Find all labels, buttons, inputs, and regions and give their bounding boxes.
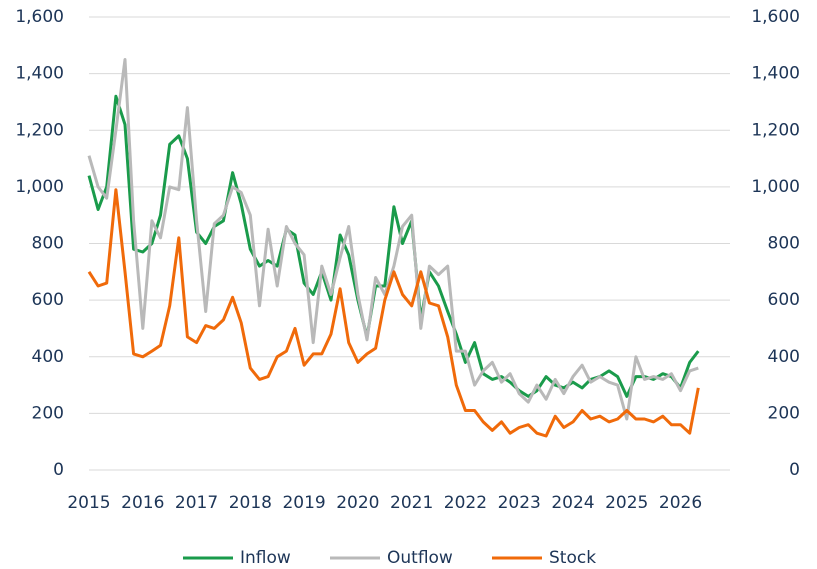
y-tick-label: 1,400 [15, 64, 64, 84]
y2-tick-label: 800 [768, 234, 800, 254]
x-tick-label: 2020 [336, 493, 379, 513]
x-tick-label: 2024 [551, 493, 594, 513]
x-tick-label: 2026 [659, 493, 702, 513]
x-tick-label: 2019 [282, 493, 325, 513]
x-tick-label: 2018 [229, 493, 272, 513]
legend-label: Inflow [240, 548, 291, 568]
x-tick-label: 2015 [67, 493, 110, 513]
y-tick-label: 0 [53, 460, 64, 480]
x-tick-label: 2023 [498, 493, 541, 513]
legend-label: Stock [549, 548, 596, 568]
y-tick-label: 200 [32, 403, 64, 423]
y2-tick-label: 1,400 [751, 64, 800, 84]
series-line [87, 58, 699, 421]
x-tick-label: 2017 [175, 493, 218, 513]
x-tick-label: 2022 [444, 493, 487, 513]
y-tick-label: 800 [32, 234, 64, 254]
y-tick-label: 1,000 [15, 177, 64, 197]
legend-label: Outflow [387, 548, 453, 568]
y-tick-label: 400 [32, 347, 64, 367]
y2-tick-label: 0 [789, 460, 800, 480]
y2-tick-label: 1,000 [751, 177, 800, 197]
series-line [87, 188, 700, 438]
y2-tick-label: 400 [768, 347, 800, 367]
y2-tick-label: 1,200 [751, 120, 800, 140]
y-tick-label: 1,200 [15, 120, 64, 140]
x-tick-label: 2025 [605, 493, 648, 513]
y-tick-label: 1,600 [15, 7, 64, 27]
x-tick-label: 2016 [121, 493, 164, 513]
y2-tick-label: 600 [768, 290, 800, 310]
y2-tick-label: 200 [768, 403, 800, 423]
y2-tick-label: 1,600 [751, 7, 800, 27]
x-tick-label: 2021 [390, 493, 433, 513]
y-tick-label: 600 [32, 290, 64, 310]
